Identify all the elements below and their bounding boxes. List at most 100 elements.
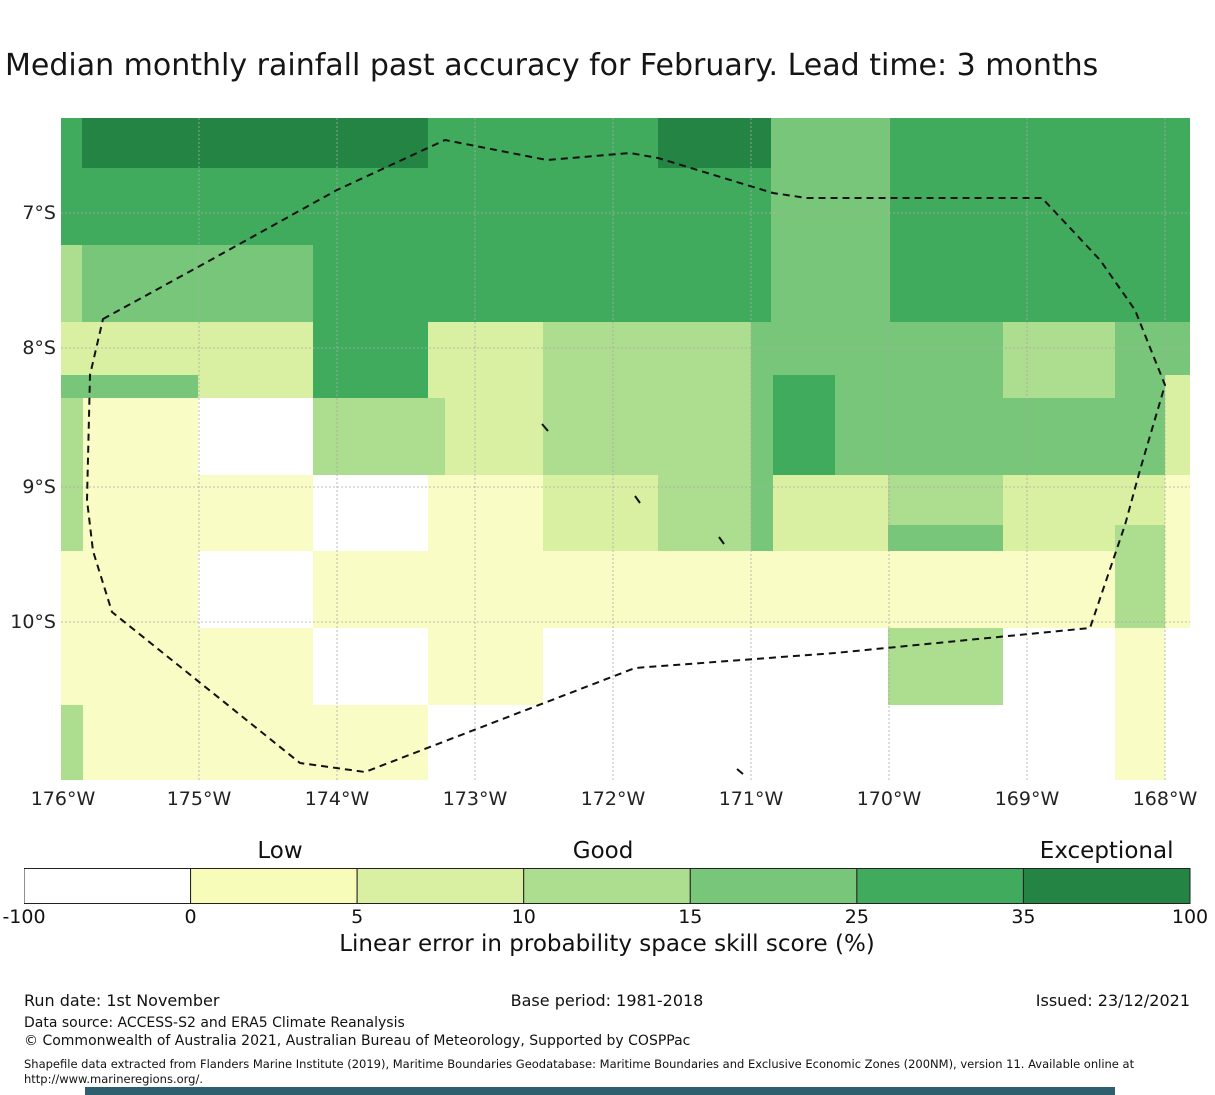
grid-cell [1115,475,1165,525]
island-marker [541,423,549,432]
grid-cell [428,475,543,551]
x-axis-label: 168°W [1132,788,1198,810]
grid-cell [773,375,835,475]
grid-cell [313,322,428,398]
page-title: Median monthly rainfall past accuracy fo… [5,48,1099,83]
grid-cell [198,398,313,475]
grid-cell [82,118,428,168]
grid-cell [543,475,658,551]
y-axis-label: 8°S [22,337,56,359]
colorbar-segment [1022,868,1191,904]
grid-cell [313,628,428,705]
colorbar-segment [356,868,525,904]
island-marker [736,768,744,775]
grid-cell [61,322,82,375]
grid-cell [1165,375,1190,475]
grid-cell [1003,475,1115,551]
grid-cell [658,551,1115,628]
y-axis-label: 9°S [22,476,56,498]
colorbar-category-label: Good [572,838,634,864]
colorbar-tick-label: 25 [844,906,869,928]
x-axis-label: 174°W [304,788,370,810]
colorbar-tick-label: 10 [511,906,536,928]
grid-cell [83,475,198,551]
island-marker [634,495,641,504]
map-canvas [61,118,1190,780]
grid-cell [773,322,835,375]
grid-cell [198,551,313,628]
issued-text: Issued: 23/12/2021 [1035,991,1190,1010]
grid-cell [1115,322,1190,375]
grid-cell [1115,525,1165,628]
grid-cell [313,475,428,551]
shapefile-attribution-line2: http://www.marineregions.org/. [24,1072,203,1086]
shapefile-attribution-line1: Shapefile data extracted from Flanders M… [24,1057,1135,1071]
grid-cell [773,475,835,551]
grid-cell [82,245,313,322]
grid-cell [543,322,751,475]
grid-cell [83,551,198,628]
grid-cell [1165,475,1190,628]
grid-cell [771,168,890,245]
grid-cell [751,322,773,551]
grid-cell [83,705,313,780]
y-axis-label: 10°S [10,611,56,633]
grid-cell [835,322,1003,475]
grid-cell [428,322,543,398]
grid-cell [198,375,313,398]
grid-cell [1165,705,1190,780]
colorbar-tick-label: 0 [184,906,197,928]
x-axis-label: 173°W [442,788,508,810]
grid-cell [890,168,1190,245]
grid-cell [61,118,82,168]
colorbar [24,868,1191,904]
grid-cell [61,245,82,322]
grid-cell [61,398,83,551]
grid-cell [1003,398,1115,475]
grid-cell [61,551,83,628]
grid-cell [1003,322,1115,398]
grid-cell [888,525,1003,551]
colorbar-caption: Linear error in probability space skill … [339,931,875,957]
run-date-text: Run date: 1st November [24,991,220,1010]
grid-cell [890,118,1190,168]
colorbar-segment [689,868,858,904]
x-axis-label: 170°W [856,788,922,810]
grid-cell [313,398,445,475]
grid-cell [1115,375,1165,475]
colorbar-tick-label: -100 [2,906,46,928]
grid-cell [658,475,751,551]
grid-cell [1165,628,1190,705]
grid-cell [1115,705,1165,780]
x-axis-label: 171°W [718,788,784,810]
grid-cell [61,628,83,705]
eez-boundary-outline [86,139,1166,773]
grid-cell [890,245,1190,322]
colorbar-tick-label: 5 [351,906,364,928]
copyright-text: © Commonwealth of Australia 2021, Austra… [24,1033,691,1049]
grid-cell [888,628,1003,707]
grid-cell [61,375,198,398]
x-axis-label: 172°W [580,788,646,810]
grid-cell [61,705,83,780]
grid-cell [835,475,888,551]
y-axis-label: 7°S [22,202,56,224]
grid-cell [771,245,890,322]
colorbar-segment [856,868,1024,904]
x-axis-label: 175°W [166,788,232,810]
colorbar-segment [523,868,691,904]
data-source-text: Data source: ACCESS-S2 and ERA5 Climate … [24,1015,405,1031]
colorbar-category-label: Low [257,838,303,864]
grid-cell [82,322,313,375]
grid-cell [61,168,771,245]
grid-cell [428,118,658,168]
grid-cell [313,705,428,780]
grid-cell [1003,628,1115,705]
grid-cell [428,705,1115,780]
x-axis-label: 169°W [994,788,1060,810]
colorbar-segment [24,868,192,904]
grid-cell [198,475,313,551]
grid-cell [543,628,888,705]
grid-cell [428,551,658,628]
